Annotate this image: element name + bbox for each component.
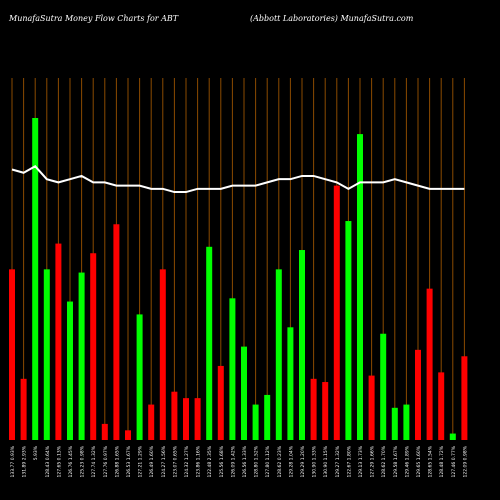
- tick-label: 124.27 1.56%: [161, 445, 167, 477]
- tick-label: 122.48 2.35%: [207, 445, 213, 477]
- tick-label: 126.49 1.60%: [149, 445, 155, 477]
- chart-subtitle: (Abbott Laboratories) MunafaSutra.com: [250, 14, 414, 23]
- bar: [368, 375, 375, 440]
- bar: [20, 378, 27, 440]
- tick-label-layer: 133.77 0.93% 131.89 2.93% 5.93% 128.43 0.64…: [10, 445, 468, 477]
- bar: [194, 398, 201, 440]
- tick-label: 128.80 1.52%: [254, 445, 260, 477]
- bar: [101, 423, 108, 440]
- tick-label: 125.23 0.98%: [80, 445, 86, 477]
- bar: [67, 301, 73, 440]
- bar: [287, 327, 294, 440]
- tick-label: 128.62 1.70%: [381, 445, 387, 477]
- tick-label: 122.67 1.80%: [346, 445, 352, 477]
- tick-label: 127.46 0.77%: [451, 445, 457, 477]
- series-line: [11, 165, 465, 194]
- tick-label: 126.76 1.45%: [68, 445, 74, 477]
- bar: [148, 404, 155, 440]
- tick-label: 127.74 1.32%: [91, 445, 97, 477]
- bar: [438, 372, 445, 440]
- tick-label: 131.89 2.93%: [22, 445, 28, 477]
- tick-label: 130.90 1.33%: [312, 445, 318, 477]
- bar: [426, 288, 433, 440]
- bar: [229, 298, 236, 440]
- tick-label: 129.27 1.32%: [335, 445, 341, 477]
- bar: [90, 253, 97, 440]
- bar: [357, 134, 363, 440]
- tick-label: 127.21 1.29%: [138, 445, 144, 477]
- bar: [159, 269, 166, 440]
- bar: [415, 349, 421, 440]
- bar: [43, 269, 50, 440]
- bar: [391, 407, 398, 440]
- bar: [264, 394, 271, 440]
- tick-label: 126.56 1.33%: [242, 445, 248, 477]
- tick-label: 127.76 0.97%: [103, 445, 109, 477]
- tick-label: 126.09 1.42%: [230, 445, 236, 477]
- bar: [461, 356, 468, 440]
- tick-label: 129.28 1.04%: [288, 445, 294, 477]
- bar: [125, 430, 131, 440]
- bar: [171, 391, 178, 440]
- tick-label: 128.48 1.72%: [439, 445, 445, 477]
- bar: [32, 118, 39, 440]
- tick-label: 123.07 0.65%: [172, 445, 178, 477]
- bar: [380, 333, 387, 440]
- bar: [299, 250, 305, 440]
- tick-label: 128.62 0.23%: [277, 445, 283, 477]
- tick-label: 128.65 1.54%: [428, 445, 434, 477]
- bar: [55, 243, 62, 440]
- tick-label: 127.80 1.12%: [265, 445, 271, 477]
- chart-title: MunafaSutra Money Flow Charts for ABT: [9, 14, 179, 23]
- bar: [136, 314, 143, 440]
- tick-label: 5.93%: [33, 445, 39, 460]
- tick-label: 129.29 1.20%: [300, 445, 306, 477]
- bar-layer: [9, 118, 468, 440]
- tick-label: 122.09 0.98%: [462, 445, 468, 477]
- bar: [322, 382, 329, 440]
- bar: [241, 346, 247, 440]
- tick-label: 129.13 1.73%: [358, 445, 364, 477]
- tick-label: 133.77 0.93%: [10, 445, 16, 477]
- bar: [9, 269, 15, 440]
- tick-label: 129.58 1.67%: [393, 445, 399, 477]
- tick-label: 127.65 0.13%: [56, 445, 62, 477]
- tick-label: 127.29 1.66%: [370, 445, 376, 477]
- tick-label: 124.32 1.27%: [184, 445, 190, 477]
- bar: [206, 246, 213, 440]
- tick-label: 126.88 1.65%: [114, 445, 120, 477]
- tick-label: 130.90 1.15%: [323, 445, 329, 477]
- bar: [403, 404, 410, 440]
- tick-label: 129.46 1.89%: [404, 445, 410, 477]
- tick-label: 126.53 1.67%: [126, 445, 132, 477]
- tick-label: 123.86 1.16%: [196, 445, 202, 477]
- bar: [275, 269, 282, 440]
- bar: [310, 378, 317, 440]
- bar: [183, 398, 189, 440]
- tick-label: 128.43 0.64%: [45, 445, 51, 477]
- bar: [252, 404, 259, 440]
- bar: [333, 185, 340, 440]
- bar: [449, 433, 456, 440]
- bar: [113, 224, 120, 440]
- bar: [345, 221, 352, 440]
- bar: [78, 272, 85, 440]
- tick-label: 125.56 1.68%: [219, 445, 225, 477]
- bar: [217, 365, 224, 440]
- tick-label: 129.65 1.60%: [416, 445, 422, 477]
